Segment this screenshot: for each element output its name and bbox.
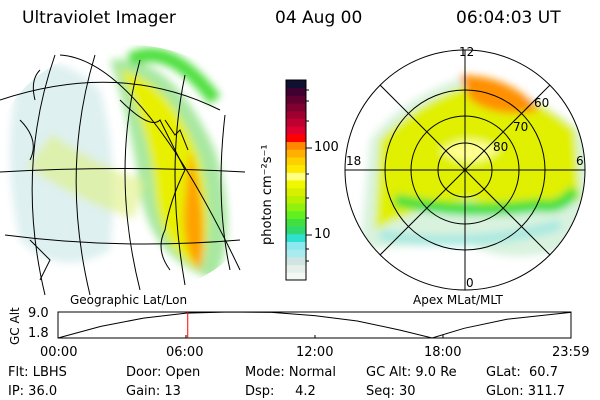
instrument-title: Ultraviolet Imager	[22, 8, 176, 28]
colorbar-segment	[286, 195, 306, 204]
colorbar-segment	[286, 210, 306, 219]
colorbar-segment	[286, 226, 306, 235]
geographic-image	[0, 48, 246, 296]
info-mode: Mode: Normal	[245, 365, 336, 380]
polar-image	[344, 49, 586, 291]
mlt-label-6: 6	[576, 154, 584, 168]
info-ip: IP: 36.0	[8, 384, 58, 399]
colorbar-segment	[286, 172, 306, 181]
xtick-1: 06:00	[166, 345, 204, 360]
info-seq: Seq: 30	[366, 384, 416, 399]
info-gain: Gain: 13	[126, 384, 181, 399]
info-filter: Flt: LBHS	[8, 365, 67, 380]
colorbar-segment	[286, 126, 306, 135]
colorbar-label: photon cm⁻²s⁻¹	[260, 144, 275, 245]
colorbar-segment	[286, 187, 306, 196]
info-door: Door: Open	[126, 365, 201, 380]
colorbar-frame	[285, 79, 307, 281]
colorbar-segment	[286, 156, 306, 166]
colorbar-segment	[286, 87, 306, 96]
colorbar-ticks	[306, 89, 312, 262]
mlat-label-80: 80	[493, 140, 509, 154]
colorbar-segment	[286, 180, 306, 189]
colorbar-segment	[286, 95, 306, 104]
xtick-2: 12:00	[296, 345, 334, 360]
colorbar-segment	[286, 272, 306, 281]
mlat-label-70: 70	[513, 120, 529, 134]
xtick-4: 23:59	[552, 345, 590, 360]
colorbar-segment	[286, 141, 306, 150]
mlat-label-60: 60	[534, 96, 550, 110]
altitude-ytick-min: 1.8	[28, 326, 49, 341]
colorbar-segment	[286, 133, 306, 143]
xtick-3: 18:00	[424, 345, 462, 360]
info-dsp: Dsp: 4.2	[245, 384, 316, 399]
colorbar-segment	[286, 164, 306, 173]
colorbar	[286, 80, 306, 281]
geographic-panel-label: Geographic Lat/Lon	[70, 293, 188, 307]
colorbar-segment	[286, 80, 306, 89]
altitude-ytick-max: 9.0	[28, 306, 49, 321]
mlt-label-0: 0	[466, 276, 474, 290]
altitude-line	[57, 311, 571, 339]
info-glat: GLat: 60.7	[486, 365, 558, 380]
info-gc-alt: GC Alt: 9.0 Re	[366, 365, 457, 380]
colorbar-segment	[286, 118, 306, 127]
colorbar-segment	[286, 149, 306, 158]
info-glon: GLon: 311.7	[486, 384, 566, 399]
colorbar-segment	[286, 256, 306, 266]
colorbar-segment	[286, 203, 306, 212]
colorbar-segment	[286, 218, 306, 227]
time-label: 06:04:03 UT	[456, 8, 561, 28]
colorbar-segment	[286, 241, 306, 250]
colorbar-segment	[286, 249, 306, 258]
colorbar-segment	[286, 110, 306, 119]
colorbar-tick-100: 100	[314, 140, 339, 155]
date-label: 04 Aug 00	[275, 8, 363, 28]
altitude-ylabel: GC Alt	[8, 307, 22, 345]
colorbar-segment	[286, 103, 306, 112]
mlt-label-18: 18	[346, 154, 362, 168]
colorbar-segment	[286, 264, 306, 273]
colorbar-tick-10: 10	[314, 227, 331, 242]
colorbar-segment	[286, 233, 306, 243]
mlt-label-12: 12	[459, 45, 475, 59]
xtick-0: 00:00	[40, 345, 78, 360]
apex-panel-label: Apex MLat/MLT	[413, 293, 503, 307]
